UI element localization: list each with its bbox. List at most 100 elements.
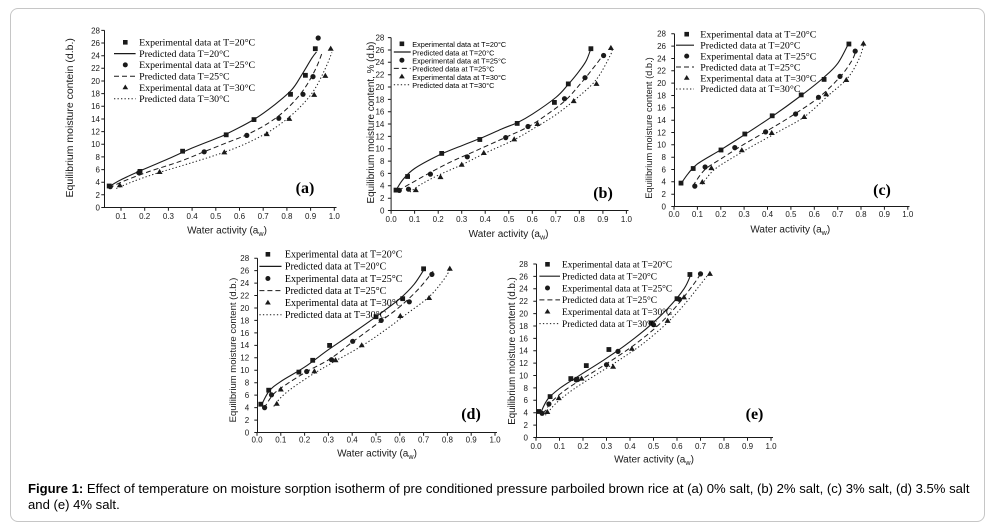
svg-text:0: 0 — [245, 428, 250, 437]
svg-text:12: 12 — [375, 132, 384, 141]
svg-text:16: 16 — [240, 329, 249, 338]
svg-text:0.1: 0.1 — [275, 435, 287, 444]
svg-text:12: 12 — [91, 128, 100, 137]
svg-text:0.0: 0.0 — [668, 210, 680, 219]
svg-text:16: 16 — [519, 334, 528, 343]
svg-text:0.0: 0.0 — [251, 435, 263, 444]
svg-text:0: 0 — [524, 433, 529, 442]
svg-text:14: 14 — [375, 120, 384, 129]
svg-text:1.0: 1.0 — [902, 210, 914, 219]
svg-text:0.8: 0.8 — [281, 212, 293, 221]
svg-text:20: 20 — [240, 304, 249, 313]
svg-text:24: 24 — [519, 285, 528, 294]
svg-text:0.2: 0.2 — [577, 442, 589, 451]
svg-text:Experimental data at T=30°C: Experimental data at T=30°C — [700, 73, 816, 84]
svg-text:Experimental data at T=30°C: Experimental data at T=30°C — [562, 307, 672, 318]
svg-text:0.9: 0.9 — [742, 442, 754, 451]
svg-text:0.0: 0.0 — [386, 215, 398, 224]
svg-text:24: 24 — [91, 52, 100, 61]
svg-text:18: 18 — [657, 91, 666, 100]
svg-text:4: 4 — [245, 404, 250, 413]
svg-text:0.7: 0.7 — [832, 210, 844, 219]
svg-text:0.9: 0.9 — [466, 435, 478, 444]
svg-text:22: 22 — [519, 297, 528, 306]
svg-text:Water activity (aw): Water activity (aw) — [187, 226, 267, 239]
svg-text:0.6: 0.6 — [809, 210, 821, 219]
svg-text:28: 28 — [240, 254, 249, 263]
svg-text:Predicted data T=20°C: Predicted data T=20°C — [139, 49, 230, 60]
svg-text:6: 6 — [380, 169, 385, 178]
svg-text:26: 26 — [519, 272, 528, 281]
svg-text:8: 8 — [245, 379, 250, 388]
svg-text:0.6: 0.6 — [527, 215, 539, 224]
svg-text:1.0: 1.0 — [329, 212, 341, 221]
svg-text:0.1: 0.1 — [692, 210, 704, 219]
svg-text:Experimental data at T=25°C: Experimental data at T=25°C — [412, 57, 506, 66]
svg-text:18: 18 — [240, 316, 249, 325]
svg-text:Experimental data at T=30°C: Experimental data at T=30°C — [139, 83, 255, 94]
svg-text:2: 2 — [245, 416, 250, 425]
svg-text:6: 6 — [245, 391, 250, 400]
svg-text:Experimental data at T=20°C: Experimental data at T=20°C — [700, 30, 816, 41]
svg-text:Equilibrium moisture content (: Equilibrium moisture content (d.b.) — [507, 277, 518, 425]
svg-text:8: 8 — [96, 153, 101, 162]
svg-text:28: 28 — [657, 30, 666, 39]
svg-text:4: 4 — [524, 409, 529, 418]
svg-text:Equilibrium moisture content,: Equilibrium moisture content, % (d.b) — [366, 42, 377, 204]
svg-text:2: 2 — [524, 421, 529, 430]
svg-text:0.8: 0.8 — [718, 442, 730, 451]
svg-text:16: 16 — [91, 102, 100, 111]
svg-text:0.7: 0.7 — [550, 215, 562, 224]
svg-text:0.8: 0.8 — [442, 435, 454, 444]
svg-text:0.6: 0.6 — [234, 212, 246, 221]
svg-text:Predicted data at T=30°C: Predicted data at T=30°C — [412, 81, 494, 90]
svg-text:0: 0 — [380, 206, 385, 215]
svg-text:0.4: 0.4 — [187, 212, 199, 221]
svg-text:14: 14 — [519, 347, 528, 356]
svg-text:26: 26 — [91, 39, 100, 48]
svg-text:4: 4 — [96, 178, 101, 187]
svg-text:Water activity (aw): Water activity (aw) — [614, 455, 694, 468]
svg-text:0.9: 0.9 — [879, 210, 891, 219]
svg-text:26: 26 — [657, 42, 666, 51]
svg-text:0.1: 0.1 — [115, 212, 127, 221]
svg-text:12: 12 — [519, 359, 528, 368]
svg-text:(c): (c) — [873, 182, 891, 199]
svg-text:Experimental data at T=30°C: Experimental data at T=30°C — [412, 73, 506, 82]
svg-text:26: 26 — [240, 267, 249, 276]
svg-text:0.8: 0.8 — [855, 210, 867, 219]
svg-text:26: 26 — [375, 46, 384, 55]
svg-text:Experimental data at T=25°C: Experimental data at T=25°C — [700, 51, 816, 62]
svg-text:6: 6 — [662, 165, 667, 174]
svg-text:20: 20 — [519, 310, 528, 319]
svg-text:0.4: 0.4 — [762, 210, 774, 219]
svg-text:0.9: 0.9 — [305, 212, 317, 221]
svg-text:Predicted data at T=20°C: Predicted data at T=20°C — [285, 262, 387, 273]
svg-text:8: 8 — [662, 153, 667, 162]
svg-text:16: 16 — [657, 104, 666, 113]
svg-text:0.3: 0.3 — [601, 442, 613, 451]
svg-text:6: 6 — [96, 166, 101, 175]
svg-text:Predicted data at T=20°C: Predicted data at T=20°C — [412, 48, 494, 57]
svg-text:Experimental data at T=20°C: Experimental data at T=20°C — [139, 38, 255, 49]
svg-text:1.0: 1.0 — [765, 442, 777, 451]
svg-text:10: 10 — [375, 145, 384, 154]
svg-text:Predicted data T=30°C: Predicted data T=30°C — [139, 94, 230, 105]
svg-text:Predicted data at T=25°C: Predicted data at T=25°C — [285, 286, 387, 297]
svg-text:10: 10 — [91, 140, 100, 149]
svg-text:0.6: 0.6 — [394, 435, 406, 444]
svg-text:22: 22 — [657, 67, 666, 76]
svg-text:Water activity (aw): Water activity (aw) — [337, 449, 417, 462]
svg-text:2: 2 — [96, 191, 101, 200]
svg-text:0.1: 0.1 — [554, 442, 566, 451]
svg-text:28: 28 — [91, 26, 100, 35]
svg-text:12: 12 — [657, 128, 666, 137]
svg-text:(a): (a) — [296, 180, 315, 197]
svg-text:12: 12 — [240, 354, 249, 363]
svg-text:Experimental data at T=20°C: Experimental data at T=20°C — [412, 40, 506, 49]
svg-text:0.2: 0.2 — [139, 212, 151, 221]
svg-text:Experimental data at T=25°C: Experimental data at T=25°C — [562, 283, 672, 294]
svg-text:16: 16 — [375, 108, 384, 117]
svg-text:14: 14 — [91, 115, 100, 124]
svg-text:Equilibrium moisture contein (: Equilibrium moisture contein (d.b.) — [64, 38, 76, 197]
